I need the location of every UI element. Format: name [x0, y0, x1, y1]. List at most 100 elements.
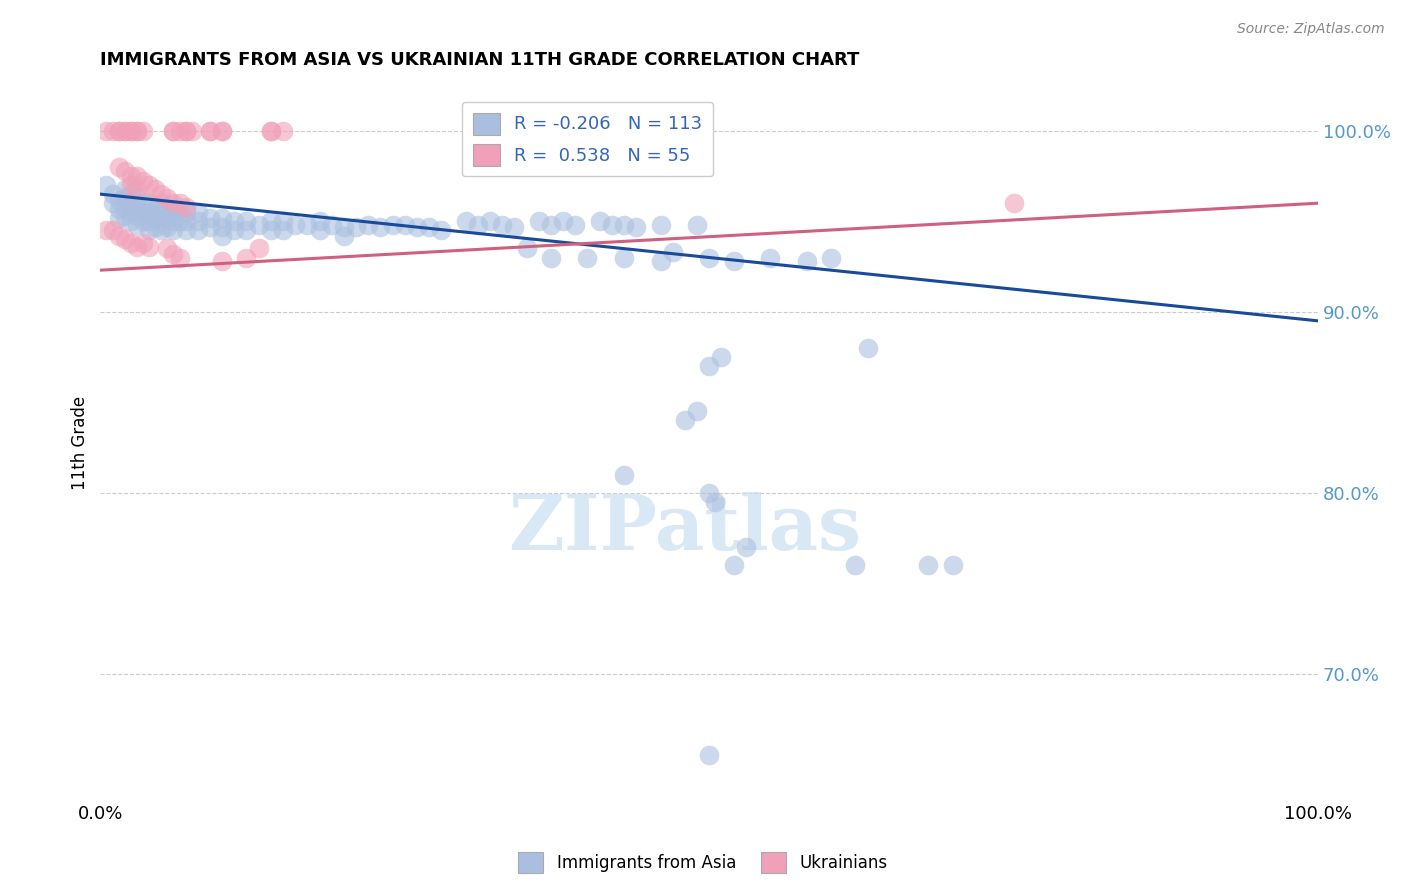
- Point: [132, 196, 155, 211]
- Point: [138, 223, 160, 237]
- Point: [125, 200, 148, 214]
- Point: [169, 214, 191, 228]
- Point: [156, 242, 179, 256]
- Point: [759, 251, 782, 265]
- Point: [150, 223, 173, 237]
- Point: [138, 214, 160, 228]
- Point: [856, 341, 879, 355]
- Point: [101, 196, 124, 211]
- Point: [224, 223, 246, 237]
- Point: [150, 205, 173, 219]
- Point: [344, 219, 367, 234]
- Point: [125, 191, 148, 205]
- Point: [114, 163, 136, 178]
- Point: [1002, 196, 1025, 211]
- Point: [503, 219, 526, 234]
- Point: [406, 219, 429, 234]
- Point: [540, 251, 562, 265]
- Point: [120, 205, 142, 219]
- Point: [704, 495, 727, 509]
- Point: [235, 223, 257, 237]
- Point: [125, 218, 148, 232]
- Point: [162, 124, 184, 138]
- Point: [370, 219, 392, 234]
- Point: [576, 251, 599, 265]
- Point: [235, 214, 257, 228]
- Point: [143, 219, 166, 234]
- Point: [125, 209, 148, 223]
- Point: [156, 211, 179, 225]
- Point: [198, 211, 221, 225]
- Point: [211, 254, 233, 268]
- Point: [553, 214, 575, 228]
- Point: [527, 214, 550, 228]
- Point: [143, 211, 166, 225]
- Point: [734, 540, 756, 554]
- Point: [107, 211, 129, 225]
- Legend: Immigrants from Asia, Ukrainians: Immigrants from Asia, Ukrainians: [512, 846, 894, 880]
- Point: [187, 223, 209, 237]
- Point: [235, 251, 257, 265]
- Point: [114, 209, 136, 223]
- Point: [333, 228, 356, 243]
- Point: [132, 174, 155, 188]
- Point: [418, 219, 440, 234]
- Point: [271, 214, 294, 228]
- Point: [114, 124, 136, 138]
- Point: [169, 124, 191, 138]
- Point: [138, 240, 160, 254]
- Y-axis label: 11th Grade: 11th Grade: [72, 396, 89, 490]
- Point: [588, 214, 610, 228]
- Point: [174, 124, 197, 138]
- Point: [271, 223, 294, 237]
- Point: [187, 205, 209, 219]
- Point: [132, 214, 155, 228]
- Point: [917, 558, 939, 573]
- Point: [211, 124, 233, 138]
- Point: [156, 191, 179, 205]
- Text: IMMIGRANTS FROM ASIA VS UKRAINIAN 11TH GRADE CORRELATION CHART: IMMIGRANTS FROM ASIA VS UKRAINIAN 11TH G…: [100, 51, 859, 69]
- Point: [516, 242, 538, 256]
- Point: [114, 232, 136, 246]
- Point: [174, 124, 197, 138]
- Point: [96, 223, 118, 237]
- Point: [114, 182, 136, 196]
- Point: [564, 218, 586, 232]
- Point: [613, 218, 636, 232]
- Point: [138, 205, 160, 219]
- Point: [107, 202, 129, 216]
- Point: [162, 223, 184, 237]
- Point: [101, 187, 124, 202]
- Point: [150, 187, 173, 202]
- Point: [101, 124, 124, 138]
- Point: [686, 218, 709, 232]
- Point: [271, 124, 294, 138]
- Point: [107, 193, 129, 207]
- Point: [198, 219, 221, 234]
- Point: [357, 218, 380, 232]
- Point: [120, 214, 142, 228]
- Point: [132, 124, 155, 138]
- Point: [661, 245, 683, 260]
- Point: [120, 124, 142, 138]
- Point: [107, 228, 129, 243]
- Point: [308, 214, 330, 228]
- Point: [174, 200, 197, 214]
- Point: [211, 124, 233, 138]
- Point: [260, 214, 283, 228]
- Point: [187, 214, 209, 228]
- Point: [120, 178, 142, 192]
- Point: [673, 413, 696, 427]
- Point: [942, 558, 965, 573]
- Legend: R = -0.206   N = 113, R =  0.538   N = 55: R = -0.206 N = 113, R = 0.538 N = 55: [461, 102, 713, 177]
- Point: [125, 182, 148, 196]
- Point: [143, 202, 166, 216]
- Point: [180, 124, 202, 138]
- Point: [650, 254, 672, 268]
- Point: [697, 251, 720, 265]
- Point: [284, 218, 307, 232]
- Point: [650, 218, 672, 232]
- Point: [156, 219, 179, 234]
- Point: [600, 218, 623, 232]
- Point: [114, 200, 136, 214]
